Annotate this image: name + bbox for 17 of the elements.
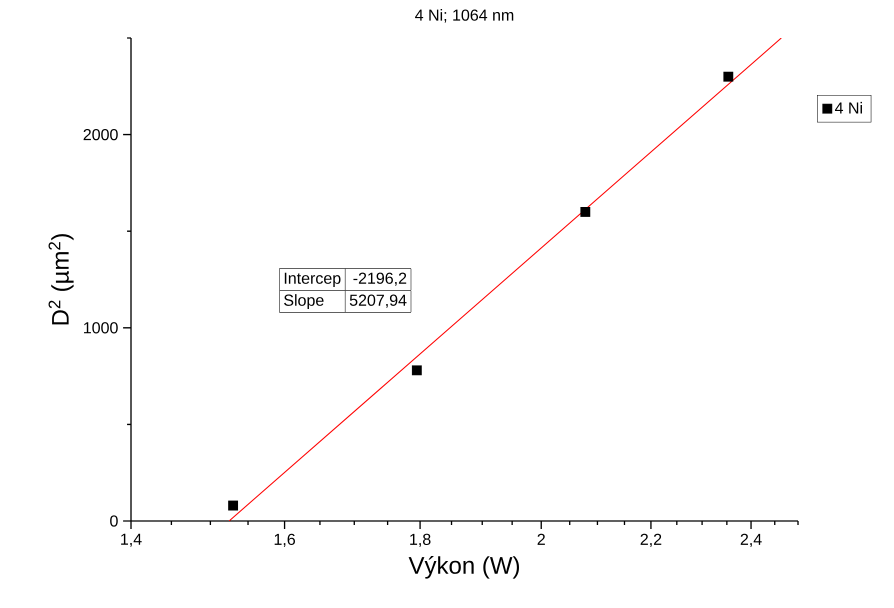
x-tick-label: 2,2	[640, 534, 662, 547]
x-tick-label: 1,6	[274, 534, 295, 547]
x-tick-label: 2,4	[740, 534, 762, 547]
x-tick-label: 1,4	[121, 534, 142, 547]
chart-title: 4 Ni; 1064 nm	[415, 9, 514, 23]
x-tick-label: 2	[538, 534, 545, 545]
annotation: Intercep	[284, 272, 340, 288]
y-tick-label: 0	[110, 515, 118, 527]
x-tick-label: 1,8	[410, 534, 431, 547]
y-tick-label: 2000	[84, 128, 118, 140]
y-tick-label: 1000	[84, 322, 118, 334]
x-axis-title: Výkon (W)	[408, 556, 519, 579]
y-axis-title: D$^{2}$ (µm$^{2}$)	[48, 234, 74, 324]
legend-label: 4 Ni	[834, 102, 862, 114]
annotation: 5207,94	[350, 294, 407, 308]
annotation: -2196,2	[353, 272, 406, 286]
annotation: Slope	[284, 294, 324, 310]
